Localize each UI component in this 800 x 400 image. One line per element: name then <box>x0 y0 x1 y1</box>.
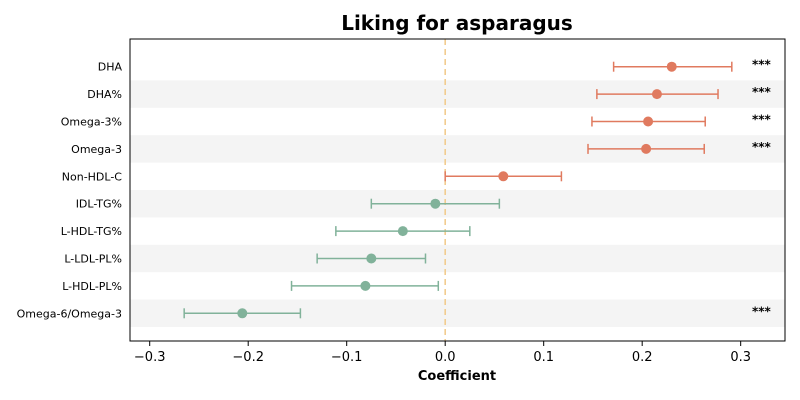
forest-row <box>316 253 427 264</box>
x-tick-label: 0.3 <box>730 350 751 365</box>
category-labels: DHA DHA% Omega-3% Omega-3 Non-HDL-C IDL-TG% L-… <box>17 61 123 321</box>
category-label: Omega-6/Omega-3 <box>17 307 122 320</box>
x-tick-label: −0.3 <box>134 350 166 365</box>
significance-marker: *** <box>752 113 772 127</box>
point-estimate <box>430 198 441 209</box>
category-label: DHA <box>98 61 123 74</box>
x-axis-label: Coefficient <box>418 369 496 384</box>
forest-row <box>290 280 440 291</box>
x-axis: −0.3 −0.2 −0.1 0.0 0.1 0.2 0.3 <box>134 341 751 365</box>
point-estimate <box>366 253 377 264</box>
significance-marker: *** <box>752 85 772 99</box>
point-estimate <box>360 280 371 291</box>
forest-row <box>612 61 733 72</box>
category-label: L-HDL-TG% <box>61 225 122 238</box>
category-label: L-HDL-PL% <box>62 280 122 293</box>
chart-title: Liking for asparagus <box>341 11 573 35</box>
plot-frame <box>129 38 786 342</box>
category-label: L-LDL-PL% <box>64 253 122 266</box>
point-estimate <box>397 226 408 237</box>
significance-marker: *** <box>752 58 772 72</box>
point-estimate <box>666 61 677 72</box>
x-tick-label: 0.1 <box>533 350 554 365</box>
x-tick-label: 0.0 <box>435 350 456 365</box>
x-tick-label: −0.2 <box>232 350 264 365</box>
point-estimate <box>498 171 509 182</box>
forest-row <box>591 116 706 127</box>
point-estimate <box>643 116 654 127</box>
point-estimate <box>651 89 662 100</box>
significance-marker: *** <box>752 304 772 318</box>
point-estimate <box>237 308 248 319</box>
forest-row <box>335 226 471 237</box>
point-estimate <box>641 143 652 154</box>
significance-labels: *** *** *** *** *** <box>752 58 772 319</box>
estimate-rows <box>183 61 733 319</box>
x-tick-label: 0.2 <box>632 350 653 365</box>
row-band <box>130 244 785 273</box>
significance-marker: *** <box>752 140 772 154</box>
category-label: Omega-3% <box>61 116 122 129</box>
x-tick-label: −0.1 <box>331 350 363 365</box>
category-label: IDL-TG% <box>76 198 122 211</box>
forest-row <box>444 171 563 182</box>
forest-row <box>596 89 719 100</box>
forest-row <box>587 143 705 154</box>
category-label: Non-HDL-C <box>62 170 123 183</box>
category-label: DHA% <box>87 88 122 101</box>
category-label: Omega-3 <box>71 143 122 156</box>
forest-row <box>183 308 302 319</box>
forest-row <box>370 198 501 209</box>
